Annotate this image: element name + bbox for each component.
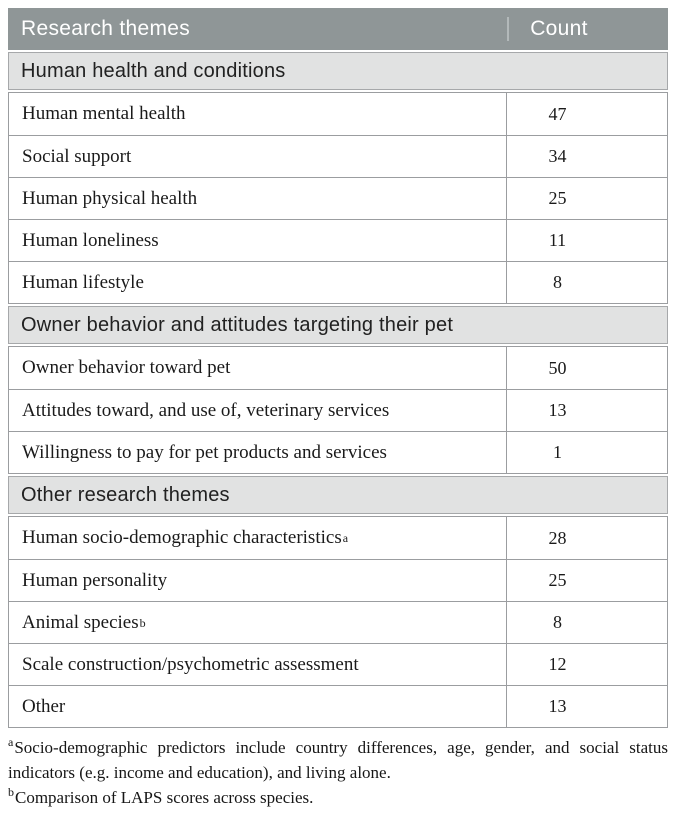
section-header: Human health and conditions (8, 52, 668, 90)
table-row: Animal species b 8 (9, 601, 667, 643)
theme-cell: Owner behavior toward pet (22, 357, 231, 378)
theme-cell: Human socio-demographic characteristics a (22, 527, 349, 548)
count-cell: 25 (506, 178, 667, 219)
count-cell: 28 (506, 517, 667, 559)
table-row: Human physical health 25 (9, 177, 667, 219)
row-group: Human socio-demographic characteristics a… (8, 516, 668, 728)
theme-cell: Animal species b (22, 611, 146, 633)
column-header-count: Count (507, 17, 668, 41)
count-cell: 25 (506, 560, 667, 601)
table-row: Human lifestyle 8 (9, 261, 667, 303)
table-header-row: Research themes Count (8, 8, 668, 50)
table-row: Social support 34 (9, 135, 667, 177)
table-row: Attitudes toward, and use of, veterinary… (9, 389, 667, 431)
research-themes-table: Research themes Count Human health and c… (8, 8, 668, 728)
table-row: Human personality 25 (9, 559, 667, 601)
count-cell: 34 (506, 136, 667, 177)
theme-cell: Social support (22, 145, 132, 167)
row-group: Owner behavior toward pet 50 Attitudes tow… (8, 346, 668, 474)
section-header: Owner behavior and attitudes targeting t… (8, 306, 668, 344)
count-cell: 12 (506, 644, 667, 685)
footnotes: aSocio-demographic predictors include co… (8, 735, 668, 810)
count-cell: 13 (506, 390, 667, 431)
table-row: Human loneliness 11 (9, 219, 667, 261)
table-row: Human socio-demographic characteristics a… (9, 517, 667, 559)
theme-cell: Human mental health (22, 103, 186, 124)
section-header: Other research themes (8, 476, 668, 514)
footnote: aSocio-demographic predictors include co… (8, 735, 668, 782)
count-cell: 8 (506, 602, 667, 643)
table-row: Other 13 (9, 685, 667, 727)
theme-cell: Human lifestyle (22, 271, 144, 293)
table-row: Human mental health 47 (9, 93, 667, 135)
count-cell: 8 (506, 262, 667, 303)
table-row: Willingness to pay for pet products and … (9, 431, 667, 473)
footnote: bComparison of LAPS scores across specie… (8, 785, 314, 807)
theme-cell: Attitudes toward, and use of, veterinary… (22, 399, 390, 421)
footnote-marker: a (8, 735, 14, 750)
count-cell: 50 (506, 347, 667, 389)
theme-cell: Human physical health (22, 187, 198, 209)
footnote-marker: b (8, 785, 14, 800)
theme-cell: Scale construction/psychometric assessme… (22, 653, 359, 675)
count-cell: 1 (506, 432, 667, 473)
theme-cell: Human loneliness (22, 229, 159, 251)
count-cell: 47 (506, 93, 667, 135)
count-cell: 11 (506, 220, 667, 261)
theme-cell: Willingness to pay for pet products and … (22, 441, 387, 463)
theme-cell: Other (22, 695, 66, 717)
row-group: Human mental health 47 Social support 34 Hum… (8, 92, 668, 304)
table-body: Human health and conditions Human mental … (8, 52, 668, 728)
theme-cell: Human personality (22, 569, 168, 591)
table-row: Owner behavior toward pet 50 (9, 347, 667, 389)
column-header-research-themes: Research themes (21, 17, 191, 40)
table-row: Scale construction/psychometric assessme… (9, 643, 667, 685)
count-cell: 13 (506, 686, 667, 727)
